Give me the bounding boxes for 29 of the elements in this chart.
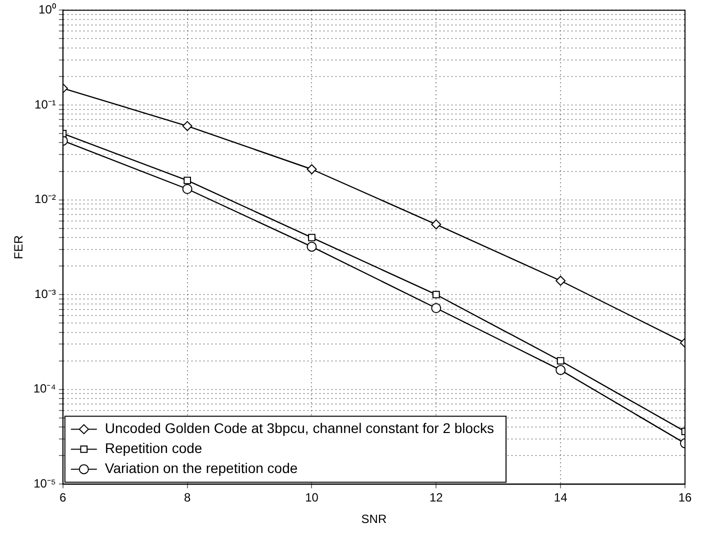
x-tick-label: 12: [429, 490, 444, 505]
point: [431, 219, 442, 230]
y-tick-label: 10⁻²: [34, 192, 56, 206]
x-tick-label: 10: [305, 490, 319, 505]
point: [306, 164, 317, 174]
legend-label: Uncoded Golden Code at 3bpcu, channel constant for 2 blocks: [104, 420, 494, 436]
y-tick-label: 10⁻³: [34, 286, 56, 301]
y-tick-label: 10⁻¹: [34, 97, 56, 112]
legend-label: Variation on the repetition code: [104, 460, 298, 476]
point: [556, 276, 566, 286]
point: [308, 234, 316, 242]
x-tick-label: 6: [60, 490, 67, 505]
point: [556, 365, 566, 376]
point: [306, 242, 317, 252]
y-axis-title: FER: [12, 234, 26, 260]
x-tick-label: 16: [678, 490, 692, 505]
point: [432, 290, 440, 298]
point: [182, 184, 192, 194]
point: [184, 176, 192, 184]
y-tick-label: 10⁻⁵: [34, 476, 56, 491]
x-axis-title: SNR: [361, 512, 387, 526]
y-tick-label: 10⁰: [38, 2, 56, 17]
point: [431, 303, 442, 314]
point: [556, 357, 564, 365]
x-tick-label: 8: [184, 490, 191, 505]
x-tick-label: 14: [554, 490, 568, 505]
y-tick-label: 10⁻⁴: [33, 382, 56, 396]
point: [182, 121, 192, 132]
legend-label: Repetition code: [104, 440, 202, 456]
